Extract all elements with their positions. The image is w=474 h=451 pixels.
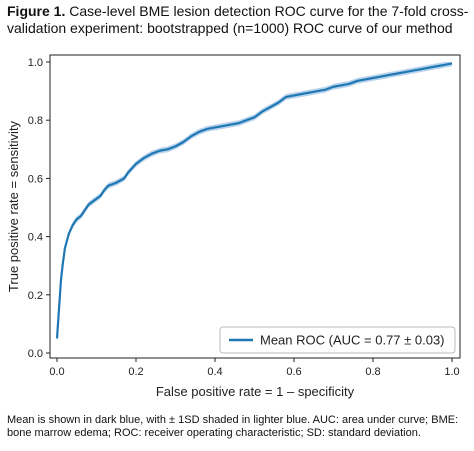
y-tick-label: 0.0: [28, 348, 43, 360]
sd-band-layer: [57, 62, 452, 342]
y-tick-label: 0.2: [28, 290, 43, 302]
roc-chart: 0.0 0.2 0.4 0.6 0.8 1.0 0.0 0.2 0.4 0.6 0.8 1.0 Fa…: [6, 54, 461, 399]
figure-caption-text: Case-level BME lesion detection ROC curv…: [7, 3, 469, 36]
x-tick-label: 0.0: [49, 366, 64, 378]
y-tick-label: 1.0: [28, 57, 43, 69]
x-tick-label: 1.0: [444, 366, 459, 378]
mean-line-layer: [55, 62, 453, 339]
figure-footnote: Mean is shown in dark blue, with ± 1SD s…: [7, 414, 459, 439]
x-tick-label: 0.6: [286, 366, 301, 378]
y-tick-label: 0.6: [28, 173, 43, 185]
legend: Mean ROC (AUC = 0.77 ± 0.03): [219, 326, 456, 354]
sd-band: [57, 62, 452, 342]
x-axis-ticks: 0.0 0.2 0.4 0.6 0.8 1.0: [49, 358, 460, 378]
plot-frame: [49, 54, 461, 359]
x-tick-label: 0.8: [365, 366, 380, 378]
y-axis-label: True positive rate = sensitivity: [6, 120, 21, 292]
legend-entry-mean-roc: Mean ROC (AUC = 0.77 ± 0.03): [260, 333, 445, 348]
y-tick-label: 0.4: [28, 232, 43, 244]
legend-box: [219, 326, 456, 354]
x-tick-label: 0.4: [207, 366, 222, 378]
mean-roc-line: [55, 62, 453, 339]
x-axis-label: False positive rate = 1 – specificity: [156, 384, 355, 399]
y-tick-label: 0.8: [28, 115, 43, 127]
figure-caption: Figure 1. Case-level BME lesion detectio…: [7, 3, 469, 37]
y-axis-ticks: 0.0 0.2 0.4 0.6 0.8 1.0: [28, 57, 50, 360]
figure-label: Figure 1.: [7, 3, 66, 19]
x-tick-label: 0.2: [128, 366, 143, 378]
